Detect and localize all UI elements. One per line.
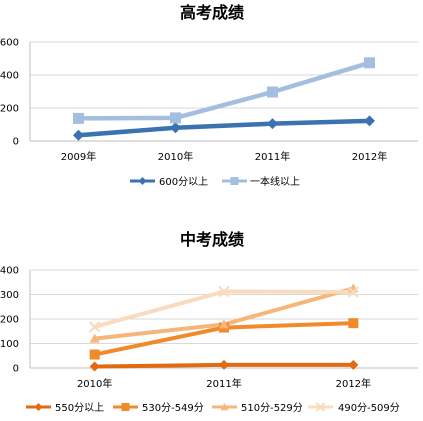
chart2-x-ticks: 2010年 2011年 2012年 — [77, 377, 371, 390]
data-point — [73, 129, 84, 141]
legend-label: 490分-509分 — [338, 402, 400, 414]
data-point — [348, 359, 359, 370]
data-point — [347, 286, 360, 298]
data-point — [89, 349, 100, 360]
legend-marker — [121, 403, 130, 411]
chart2-series — [88, 283, 360, 372]
legend-marker — [220, 403, 229, 411]
legend-marker — [138, 177, 147, 185]
x-tick-label: 2010年 — [77, 377, 112, 390]
y-tick-label: 100 — [0, 339, 19, 350]
chart1-title: 高考成绩 — [180, 3, 244, 22]
legend-marker — [315, 402, 326, 412]
chart2-gridlines — [29, 269, 418, 369]
y-tick-label: 400 — [0, 71, 19, 82]
legend-label: 一本线以上 — [250, 175, 300, 188]
chart1-legend: 600分以上 一本线以上 — [130, 175, 300, 188]
data-point — [267, 86, 278, 98]
data-point — [219, 359, 229, 370]
legend-label: 530分-549分 — [142, 402, 204, 414]
data-point — [170, 112, 181, 124]
series-line — [76, 118, 372, 138]
y-tick-label: 200 — [0, 104, 19, 115]
chart1-gridlines — [29, 41, 418, 142]
chart1-x-ticks: 2009年 2010年 2011年 2012年 — [61, 150, 387, 163]
data-point — [170, 122, 181, 134]
data-point — [73, 112, 84, 124]
x-tick-label: 2010年 — [158, 150, 193, 163]
y-tick-label: 0 — [13, 137, 19, 148]
data-point — [88, 321, 101, 333]
y-tick-label: 300 — [0, 290, 19, 301]
data-point — [348, 318, 359, 329]
series-line — [76, 60, 372, 121]
legend-marker — [230, 177, 239, 185]
y-tick-label: 0 — [13, 364, 19, 375]
x-tick-label: 2012年 — [336, 377, 371, 390]
x-tick-label: 2012年 — [352, 150, 387, 163]
legend-label: 510分-529分 — [241, 402, 303, 414]
y-tick-label: 400 — [0, 266, 19, 277]
data-point — [364, 57, 375, 69]
x-tick-label: 2011年 — [206, 377, 241, 390]
legend-label: 600分以上 — [159, 176, 208, 188]
x-tick-label: 2009年 — [61, 150, 96, 163]
chart1-series — [73, 57, 375, 141]
chart2-title: 中考成绩 — [180, 230, 244, 249]
data-point — [218, 285, 230, 298]
legend-label: 550分以上 — [55, 402, 104, 414]
x-tick-label: 2011年 — [255, 150, 290, 163]
data-point — [89, 333, 100, 343]
chart2-legend: 550分以上 530分-549分 510分-529分 490分-509分 — [26, 402, 400, 414]
legend-marker — [34, 403, 43, 411]
data-point — [89, 361, 100, 372]
y-tick-label: 200 — [0, 315, 19, 326]
y-tick-label: 600 — [0, 38, 19, 49]
chart1-y-ticks: 0 200 400 600 — [0, 38, 19, 148]
data-point — [364, 115, 375, 127]
chart2-y-ticks: 0 100 200 300 400 — [0, 266, 19, 375]
data-point — [219, 319, 229, 329]
data-point — [267, 118, 278, 130]
